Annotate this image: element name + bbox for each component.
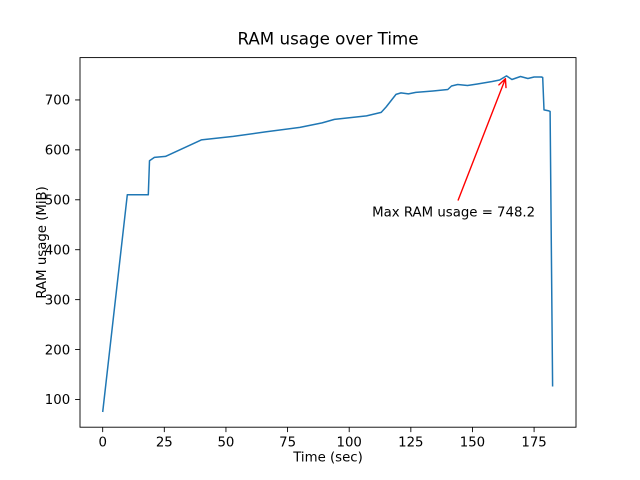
y-tick-label: 200 [45, 343, 70, 358]
chart-title: RAM usage over Time [237, 29, 418, 49]
y-axis-label: RAM usage (MiB) [35, 186, 50, 299]
x-tick-label: 0 [98, 436, 106, 451]
ram-usage-line [101, 75, 554, 413]
x-tick-label: 125 [398, 436, 423, 451]
y-tick-label: 300 [45, 293, 70, 308]
x-tick-label: 100 [337, 436, 362, 451]
max-annotation-arrow [457, 78, 507, 201]
y-axis-ticks: 100 200 300 400 500 600 700 [45, 94, 80, 408]
x-tick-label: 175 [521, 436, 546, 451]
axes-frame [79, 57, 577, 428]
max-annotation-label: Max RAM usage = 748.2 [372, 205, 535, 220]
y-tick-label: 600 [45, 144, 70, 159]
x-tick-label: 25 [156, 436, 173, 451]
y-tick-label: 500 [45, 193, 70, 208]
x-tick-label: 50 [217, 436, 234, 451]
x-tick-label: 75 [279, 436, 296, 451]
x-tick-label: 150 [460, 436, 485, 451]
x-axis-label: Time (sec) [292, 451, 363, 466]
y-tick-label: 700 [45, 94, 70, 109]
y-tick-label: 100 [45, 393, 70, 408]
y-tick-label: 400 [45, 243, 70, 258]
x-axis-ticks: 0 25 50 75 100 125 150 175 [98, 427, 547, 451]
